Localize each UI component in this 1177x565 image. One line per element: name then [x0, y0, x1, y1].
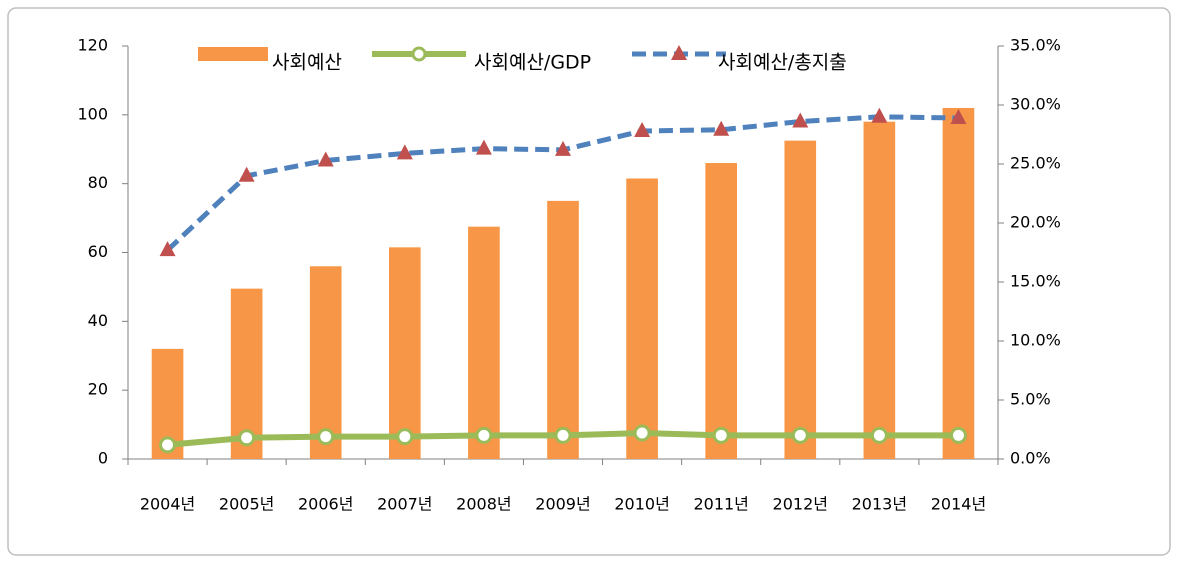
bar	[942, 107, 975, 459]
legend-label: 사회예산/총지출	[718, 52, 847, 74]
legend-marker	[411, 46, 427, 62]
x-tick-label: 2006년	[298, 495, 353, 514]
y2-tick-label: 5.0%	[1010, 390, 1051, 409]
legend-label: 사회예산/GDP	[474, 52, 591, 74]
bar	[389, 247, 421, 459]
x-tick-label: 2013년	[852, 495, 907, 514]
legend-swatch	[198, 47, 268, 61]
x-tick-label: 2012년	[773, 495, 828, 514]
x-tick-label: 2007년	[377, 495, 432, 514]
marker	[949, 426, 967, 444]
marker	[159, 436, 177, 454]
x-tick-label: 2004년	[140, 495, 195, 514]
y2-tick-label: 30.0%	[1010, 95, 1061, 114]
bar	[784, 140, 817, 460]
marker	[712, 426, 730, 444]
marker	[238, 166, 255, 182]
y-tick-label: 120	[77, 36, 108, 55]
x-tick-label: 2014년	[931, 495, 986, 514]
bar	[626, 178, 658, 460]
marker	[633, 424, 651, 442]
marker	[159, 241, 176, 257]
y2-tick-label: 35.0%	[1010, 36, 1061, 55]
y-tick-label: 80	[88, 173, 108, 192]
marker	[950, 108, 967, 124]
bar	[705, 163, 737, 459]
marker	[555, 140, 571, 156]
x-tick-label: 2010년	[614, 495, 669, 514]
y2-tick-label: 25.0%	[1010, 154, 1061, 173]
marker	[713, 120, 730, 136]
chart-frame	[7, 7, 1171, 556]
marker	[870, 426, 888, 444]
y-tick-label: 60	[88, 242, 108, 261]
legend-marker	[671, 45, 687, 60]
legend-label: 사회예산	[272, 52, 342, 74]
marker	[791, 426, 809, 444]
marker	[554, 426, 572, 444]
y-tick-label: 100	[77, 104, 108, 123]
marker	[396, 144, 413, 160]
x-tick-label: 2009년	[535, 495, 590, 514]
marker	[317, 428, 335, 446]
marker	[396, 428, 414, 446]
marker	[475, 426, 493, 444]
bar	[309, 266, 342, 459]
bar	[547, 200, 579, 459]
marker	[792, 112, 809, 128]
bar	[863, 121, 896, 459]
x-tick-label: 2005년	[219, 495, 274, 514]
x-tick-label: 2008년	[456, 495, 511, 514]
marker	[634, 121, 651, 137]
y2-tick-label: 20.0%	[1010, 213, 1061, 232]
marker	[238, 429, 256, 447]
y-tick-label: 0	[98, 449, 108, 468]
y-tick-label: 20	[88, 380, 108, 399]
bar	[468, 226, 500, 459]
marker	[475, 139, 492, 155]
y2-tick-label: 15.0%	[1010, 272, 1061, 291]
y-tick-label: 40	[88, 311, 108, 330]
y2-tick-label: 0.0%	[1010, 449, 1051, 468]
marker	[317, 151, 334, 167]
y2-tick-label: 10.0%	[1010, 331, 1061, 350]
x-tick-label: 2011년	[693, 495, 748, 514]
marker	[871, 107, 888, 123]
